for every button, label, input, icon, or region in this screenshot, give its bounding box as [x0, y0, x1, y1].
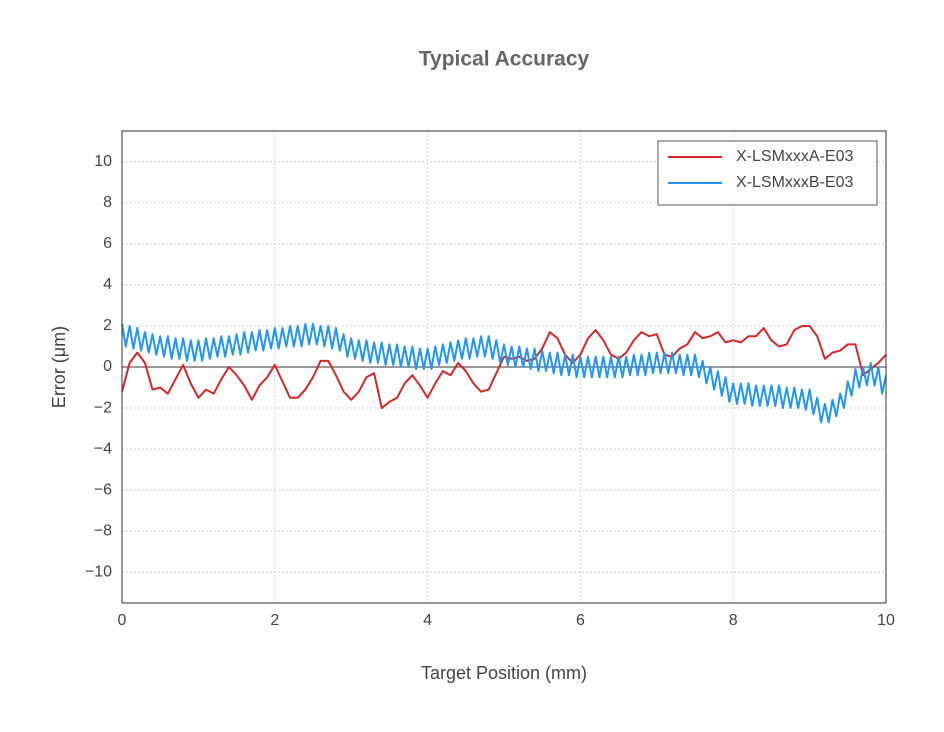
legend-label: X-LSMxxxB-E03	[736, 174, 853, 191]
x-tick-label: 0	[118, 612, 127, 629]
series-line	[121, 322, 887, 424]
y-tick-label: −2	[94, 399, 112, 416]
legend-label: X-LSMxxxA-E03	[736, 148, 853, 165]
x-tick-label: 4	[423, 612, 432, 629]
plot	[121, 322, 887, 424]
y-tick-label: 2	[103, 317, 112, 334]
y-tick-label: −4	[94, 440, 112, 457]
plot-frame	[121, 130, 887, 604]
legend: X-LSMxxxA-E03 X-LSMxxxB-E03	[657, 140, 878, 206]
y-axis-label: Error (μm)	[49, 326, 69, 408]
y-tick-label: 8	[103, 194, 112, 211]
x-tick-label: 10	[877, 612, 895, 629]
chart-title: Typical Accuracy	[419, 48, 590, 71]
y-tick-label: −6	[94, 481, 112, 498]
x-tick-label: 2	[270, 612, 279, 629]
y-tick-label: −10	[85, 563, 112, 580]
y-tick-label: 6	[103, 235, 112, 252]
y-tick-label: 10	[94, 153, 112, 170]
series-line	[121, 324, 887, 410]
x-axis-label: Target Position (mm)	[421, 663, 587, 683]
y-tick-label: 0	[103, 358, 112, 375]
y-tick-label: 4	[103, 276, 112, 293]
y-tick-label: −8	[94, 522, 112, 539]
legend-box	[657, 140, 878, 206]
x-tick-label: 6	[576, 612, 585, 629]
x-tick-label: 8	[729, 612, 738, 629]
